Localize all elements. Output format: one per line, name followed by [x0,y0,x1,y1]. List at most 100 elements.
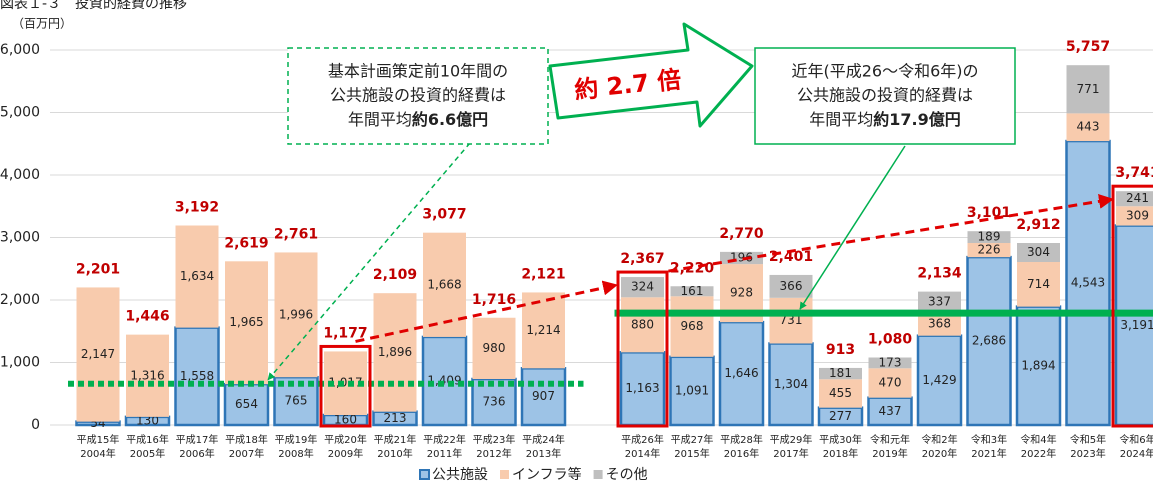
total-label: 1,177 [323,325,367,341]
total-label: 3,741 [1115,165,1153,181]
value-label: 173 [879,355,902,369]
value-label: 160 [334,413,357,427]
value-label: 241 [1126,191,1149,205]
value-label: 213 [384,411,407,425]
value-label: 907 [532,389,555,403]
bar-segment [223,382,270,427]
bar-segment [967,243,1011,258]
bar-segment [619,351,666,427]
value-label: 980 [483,341,506,355]
value-label: 1,017 [328,376,362,390]
x-tick-label: 令和5年 [1070,433,1106,446]
x-tick-label: 令和元年 [870,433,910,446]
legend-label: 公共施設 [432,467,488,483]
bar-segment [966,255,1012,427]
bar-segment [868,368,912,398]
note-emphasis: 約6.6億円 [412,110,488,129]
value-label: 1,646 [724,366,758,380]
x-tick-label: 2016年 [724,447,759,460]
pointer [267,142,471,381]
total-label: 2,619 [224,235,268,251]
value-label: 1,163 [625,381,659,395]
value-label: 337 [928,295,951,309]
x-tick-label: 平成21年 [374,433,417,446]
bar-segment [918,312,961,336]
x-tick-label: 令和2年 [921,433,957,446]
y-tick-label: 0 [31,417,40,433]
x-tick-label: 平成29年 [770,433,813,446]
bar-segment [126,334,169,417]
note-box [754,47,1016,145]
x-tick-label: 2004年 [80,447,115,460]
x-tick-label: 2008年 [278,447,313,460]
x-tick-label: 2010年 [377,447,412,460]
bar-segment [1116,191,1153,207]
value-label: 880 [631,317,654,331]
x-tick-label: 平成18年 [225,433,268,446]
x-tick-label: 平成22年 [423,433,466,446]
bar-segment [819,379,862,408]
y-tick-label: 4,000 [0,167,40,183]
x-tick-label: 2024年 [1120,447,1153,460]
bar-segment [867,396,913,427]
value-label: 2,686 [972,334,1006,348]
total-label: 1,446 [125,309,169,325]
x-tick-label: 2009年 [328,447,363,460]
bar-segment [520,367,567,427]
value-label: 324 [631,280,654,294]
ratio-arrow [548,22,754,128]
value-label: 366 [780,279,803,293]
value-label: 368 [928,317,951,331]
total-label: 3,077 [422,207,466,223]
note-text: 近年(平成26〜令和6年)の [791,62,978,81]
x-tick-label: 2020年 [922,447,957,460]
value-label: 189 [978,230,1001,244]
value-label: 968 [681,319,704,333]
value-label: 714 [1027,277,1050,291]
value-label: 731 [780,313,803,327]
legend-swatch [419,469,430,480]
total-label: 1,716 [472,292,516,308]
x-tick-label: 平成24年 [522,433,565,446]
x-tick-label: 平成19年 [275,433,318,446]
bar-segment [225,261,268,385]
value-label: 765 [285,394,308,408]
total-label: 3,101 [967,205,1011,221]
value-label: 470 [879,376,902,390]
value-label: 771 [1077,82,1100,96]
total-label: 2,912 [1016,217,1060,233]
x-tick-label: 平成15年 [77,433,120,446]
x-tick-label: 平成17年 [176,433,219,446]
value-label: 1,316 [130,368,164,382]
x-tick-label: 令和3年 [971,433,1007,446]
total-label: 3,192 [175,200,219,216]
note-box [287,47,549,145]
value-label: 161 [681,284,704,298]
value-label: 1,996 [279,307,313,321]
pointer [799,145,906,310]
bar-segment [868,357,912,369]
value-label: 455 [829,386,852,400]
bar-segment [1017,243,1060,262]
bar-segment [769,274,813,298]
chart-title: 図表１-３ 投資的経費の推移 [0,0,187,12]
value-label: 654 [235,397,258,411]
x-tick-label: 令和6年 [1119,433,1153,446]
value-label: 309 [1126,208,1149,222]
x-tick-label: 2022年 [1021,447,1056,460]
total-label: 2,134 [917,266,962,282]
x-tick-label: 2007年 [229,447,264,460]
bar-segment [621,297,664,353]
x-tick-label: 2014年 [625,447,660,460]
value-label: 1,214 [526,323,560,337]
value-label: 3,191 [1120,318,1153,332]
value-label: 2,147 [81,347,115,361]
x-tick-label: 2013年 [526,447,561,460]
bar-segment [1015,305,1062,427]
bar-segment [718,320,765,427]
total-label: 2,367 [620,251,664,267]
total-label: 913 [826,342,855,358]
total-label: 2,770 [719,226,764,242]
value-label: 1,429 [922,373,956,387]
total-label: 5,757 [1066,39,1110,55]
